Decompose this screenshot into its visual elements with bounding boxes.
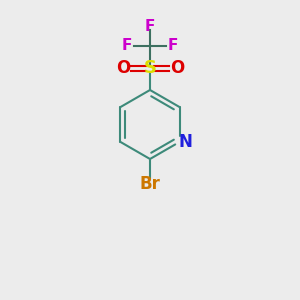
Text: N: N xyxy=(179,133,193,151)
Text: S: S xyxy=(143,59,157,77)
Text: O: O xyxy=(116,59,130,77)
Text: Br: Br xyxy=(140,175,160,193)
Text: F: F xyxy=(168,38,178,53)
Text: F: F xyxy=(145,19,155,34)
Text: F: F xyxy=(122,38,132,53)
Text: O: O xyxy=(170,59,184,77)
